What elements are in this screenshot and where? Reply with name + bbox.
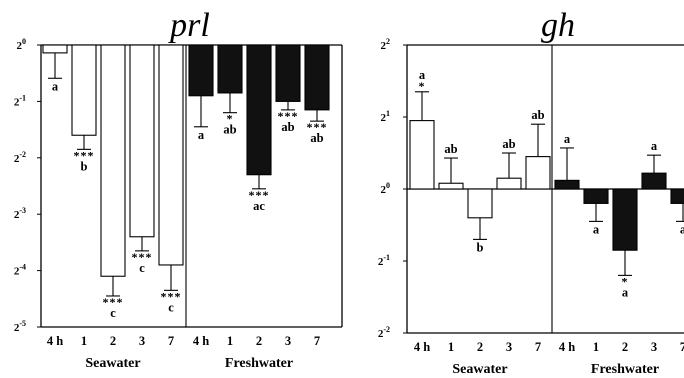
gh-group-label-freshwater: Freshwater: [591, 362, 659, 377]
gh-bar-freshwater-3: [641, 172, 667, 190]
gh-x-tick-label: 1: [448, 340, 454, 354]
prl-y-tick-label: 2-2: [14, 150, 26, 165]
prl-bar-seawater-4: [158, 44, 184, 266]
prl-x-tick-label: 1: [227, 334, 233, 348]
gh-letter-seawater-3: ab: [502, 137, 515, 151]
gh-y-tick-label: 2-1: [378, 253, 390, 268]
gh-x-tick-label: 4 h: [414, 340, 430, 354]
prl-letter-freshwater-3: ab: [281, 120, 294, 134]
gh-x-tick-label: 3: [506, 340, 512, 354]
gh-x-tick-label: 7: [680, 340, 684, 354]
prl-bar-freshwater-2: [246, 44, 272, 176]
prl-x-tick-label: 7: [314, 334, 320, 348]
gh-group-label-seawater: Seawater: [452, 362, 507, 377]
prl-x-tick-label: 7: [168, 334, 174, 348]
prl-significance-freshwater-1: *: [227, 112, 234, 126]
prl-x-tick-label: 4 h: [47, 334, 63, 348]
gh-bar-seawater-0: [409, 120, 435, 190]
prl-letter-seawater-0: a: [52, 79, 59, 93]
prl-x-tick-label: 3: [285, 334, 291, 348]
prl-bar-seawater-1: [71, 44, 97, 136]
prl-significance-seawater-2: ***: [103, 295, 124, 309]
gh-letter-freshwater-3: a: [651, 139, 658, 153]
prl-letter-seawater-1: b: [81, 159, 88, 173]
gh-bar-freshwater-4: [670, 188, 684, 204]
gh-bar-freshwater-1: [583, 188, 609, 204]
gh-y-tick-label: 22: [381, 37, 391, 52]
prl-significance-seawater-1: ***: [74, 148, 95, 162]
prl-y-tick-label: 2-1: [14, 93, 26, 108]
prl-bar-seawater-2: [100, 44, 126, 277]
gh-x-tick-label: 7: [535, 340, 541, 354]
prl-y-tick-label: 2-3: [14, 206, 26, 221]
gh-letter-freshwater-0: a: [564, 132, 571, 146]
gh-x-tick-label: 3: [651, 340, 657, 354]
gh-chart-title: gh: [541, 7, 575, 44]
prl-y-tick-label: 2-5: [14, 319, 26, 334]
prl-significance-seawater-4: ***: [161, 289, 182, 303]
prl-bar-freshwater-4: [304, 44, 330, 111]
prl-significance-freshwater-4: ***: [307, 120, 328, 134]
gh-bar-freshwater-2: [612, 188, 638, 251]
gh-y-tick-label: 21: [381, 109, 391, 124]
prl-bar-freshwater-1: [217, 44, 243, 94]
gh-significance-seawater-0: *: [419, 79, 426, 93]
gh-letter-seawater-0: a: [419, 68, 426, 82]
gh-x-tick-label: 2: [622, 340, 628, 354]
gh-letter-freshwater-2: a: [622, 285, 629, 299]
prl-bar-freshwater-0: [188, 44, 214, 97]
prl-chart-title: prl: [168, 7, 210, 44]
prl-group-label-freshwater: Freshwater: [225, 356, 293, 371]
prl-y-tick-label: 20: [17, 37, 27, 52]
prl-group-label-seawater: Seawater: [85, 356, 140, 371]
gh-bar-seawater-2: [467, 188, 493, 219]
prl-bar-seawater-3: [129, 44, 155, 238]
prl-x-tick-label: 2: [256, 334, 262, 348]
gh-x-tick-label: 2: [477, 340, 483, 354]
prl-x-tick-label: 1: [81, 334, 87, 348]
prl-significance-freshwater-2: ***: [249, 188, 270, 202]
prl-letter-seawater-3: c: [139, 261, 145, 275]
prl-x-tick-label: 4 h: [193, 334, 209, 348]
prl-letter-freshwater-2: ac: [253, 199, 265, 213]
gh-bar-seawater-1: [438, 182, 464, 190]
gh-letter-seawater-2: b: [477, 240, 484, 254]
gh-letter-seawater-1: ab: [444, 142, 457, 156]
gh-letter-seawater-4: ab: [531, 108, 544, 122]
prl-letter-freshwater-0: a: [198, 128, 205, 142]
gh-significance-freshwater-2: *: [622, 274, 629, 288]
prl-letter-seawater-2: c: [110, 306, 116, 320]
prl-x-tick-label: 3: [139, 334, 145, 348]
gh-bar-seawater-4: [525, 156, 551, 190]
gh-x-tick-label: 4 h: [559, 340, 575, 354]
gh-letter-freshwater-4: a: [680, 222, 684, 236]
gh-x-tick-label: 1: [593, 340, 599, 354]
gh-bar-seawater-3: [496, 177, 522, 190]
prl-significance-freshwater-3: ***: [278, 109, 299, 123]
prl-letter-freshwater-1: ab: [223, 123, 236, 137]
prl-bar-seawater-0: [42, 44, 68, 54]
prl-letter-freshwater-4: ab: [310, 131, 323, 145]
prl-letter-seawater-4: c: [168, 300, 174, 314]
gh-y-tick-label: 20: [381, 181, 391, 196]
gh-bar-freshwater-0: [554, 179, 580, 190]
gh-y-tick-label: 2-2: [378, 325, 390, 340]
prl-x-tick-label: 2: [110, 334, 116, 348]
prl-significance-seawater-3: ***: [132, 250, 153, 264]
gh-letter-freshwater-1: a: [593, 222, 600, 236]
prl-y-tick-label: 2-4: [14, 263, 26, 278]
prl-bar-freshwater-3: [275, 44, 301, 102]
prl-chart: prl 202-12-22-32-42-5a4 h***b1***c2***c3…: [14, 7, 343, 371]
